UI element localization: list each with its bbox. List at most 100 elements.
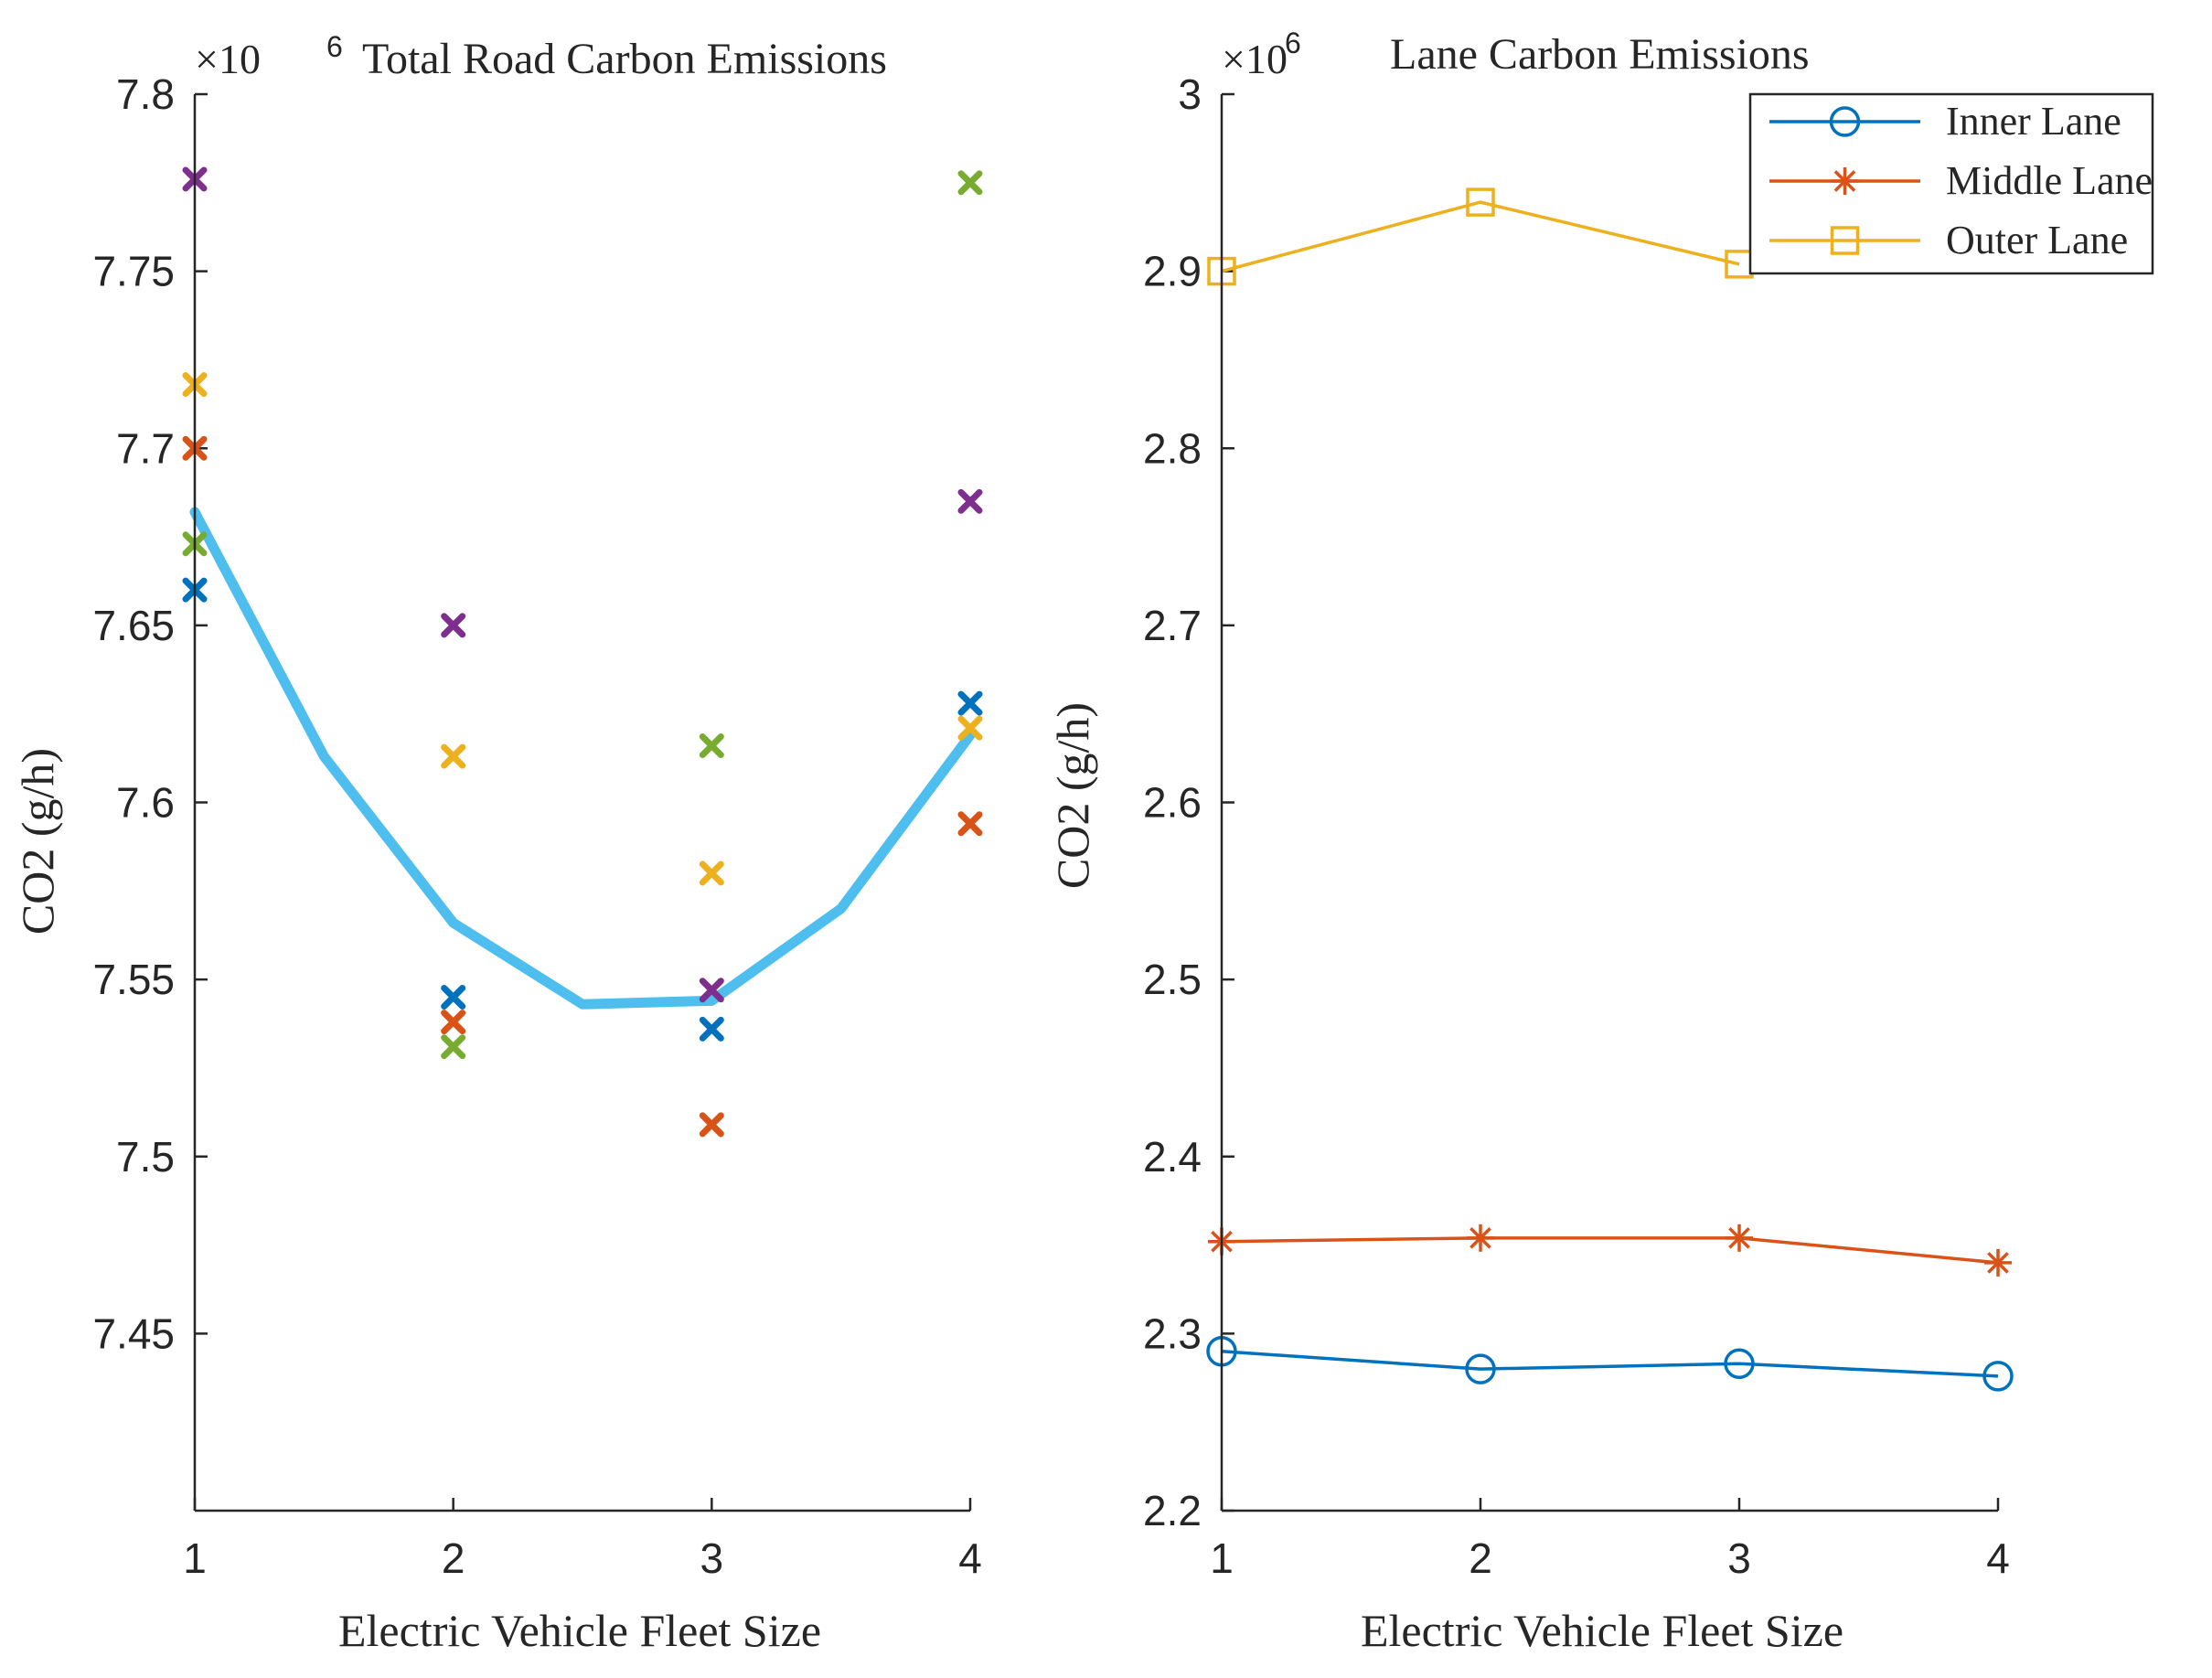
scatter-point-stroke [957,170,983,196]
left-y-tick-label: 7.7 [116,424,175,472]
right-y-tick-label: 2.9 [1143,248,1202,295]
legend-label: Inner Lane [1946,99,2121,144]
series-line-square [1221,200,1740,273]
star-marker-stroke [1987,1252,2009,1274]
scatter-point-stroke [699,1112,724,1138]
scatter-point-run-1 [441,984,466,1010]
scatter-point-stroke [441,984,466,1010]
left-y-tick-label: 7.6 [116,779,175,827]
scatter-point-stroke [441,1034,466,1060]
scatter-point-run-3 [699,860,724,886]
scatter-point-stroke [957,715,983,741]
right-axis-ticks: 1 2 3 4 2.2 2.3 2.4 2.5 2.6 2.7 2.8 2.9 3 [1143,70,2010,1582]
scatter-point-stroke [441,1010,466,1035]
left-x-axis-label: Electric Vehicle Fleet Size [338,1605,821,1656]
right-y-tick-label: 2.2 [1143,1487,1202,1534]
square-marker [1830,226,1860,255]
series-line-circle [1221,1349,1999,1378]
total-emissions-panel: Total Road Carbon Emissions ×10 6 Electr… [12,30,983,1656]
scatter-point-run-5 [957,170,983,196]
left-y-tick-label: 7.5 [116,1133,175,1181]
scatter-point-run-1 [957,690,983,716]
left-x-tick-label: 1 [183,1534,207,1582]
scatter-point-run-4 [699,978,724,1003]
square-marker [1466,187,1495,217]
series-point-circle [1982,1361,2014,1392]
scatter-point-stroke [957,811,983,837]
scatter-point-run-1 [699,1016,724,1042]
left-chart-title: Total Road Carbon Emissions [362,35,887,83]
circle-marker [1829,106,1861,137]
series-line-star [1221,1236,1999,1265]
legend: Inner Lane Middle Lane Outer Lane [1748,92,2154,275]
scatter-point-run-2 [441,1010,466,1035]
legend-item-square: Outer Lane [1769,218,2128,262]
scatter-point-run-5 [441,1034,466,1060]
legend-item-star: Middle Lane [1769,158,2153,203]
legend-label: Outer Lane [1946,218,2128,262]
series-point-square [1466,187,1495,217]
left-y-tick-label: 7.65 [92,602,175,649]
right-axes [1220,94,1998,1512]
right-y-tick-label: 2.3 [1143,1309,1202,1357]
star-marker-stroke [1728,1226,1750,1249]
series-point-circle [1465,1353,1496,1384]
left-y-axis-label: CO2 (g/h) [12,748,63,935]
right-y-tick-label: 2.8 [1143,424,1202,472]
series-point-star [1726,1224,1753,1252]
scatter-point-run-3 [441,743,466,769]
lane-emissions-panel: Lane Carbon Emissions ×10 6 Electric Veh… [1047,27,2154,1656]
left-x-tick-label: 2 [442,1534,465,1582]
right-x-tick-label: 4 [1986,1534,2010,1582]
legend-label: Middle Lane [1946,158,2153,203]
left-axes [193,94,970,1512]
right-y-tick-label: 2.7 [1143,602,1202,649]
left-scatter-marks [182,166,983,1138]
star-marker-stroke [1833,170,1856,192]
scatter-point-run-4 [957,488,983,514]
legend-item-circle: Inner Lane [1769,99,2121,144]
right-chart-title: Lane Carbon Emissions [1390,30,1810,79]
scatter-point-stroke [441,743,466,769]
legend-box [1748,92,2154,275]
legend-marker [1829,106,1861,137]
right-x-tick-label: 3 [1727,1534,1751,1582]
scatter-point-stroke [957,488,983,514]
scatter-point-stroke [699,733,724,759]
circle-marker [1724,1348,1755,1380]
right-y-tick-label: 2.6 [1143,779,1202,827]
left-y-tick-label: 7.45 [92,1309,175,1357]
left-y-tick-label: 7.75 [92,248,175,295]
right-exponent-power: 6 [1285,27,1301,59]
scatter-point-run-3 [957,715,983,741]
left-y-tick-label: 7.8 [116,70,175,118]
right-x-tick-label: 1 [1210,1534,1234,1582]
right-y-tick-label: 2.5 [1143,956,1202,1003]
right-series-lines [1206,187,2014,1392]
scatter-point-run-2 [699,1112,724,1138]
legend-marker [1830,226,1860,255]
circle-marker [1465,1353,1496,1384]
scatter-point-run-5 [699,733,724,759]
right-y-tick-label: 2.4 [1143,1133,1202,1181]
series-point-circle [1724,1348,1755,1380]
scatter-point-stroke [699,1016,724,1042]
scatter-point-stroke [441,613,466,638]
scatter-point-stroke [699,860,724,886]
series-point-star [1984,1248,2012,1277]
star-marker-stroke [1469,1226,1491,1249]
right-exponent-base: ×10 [1222,36,1288,82]
right-y-tick-label: 3 [1178,70,1202,118]
right-x-tick-label: 2 [1469,1534,1492,1582]
scatter-point-stroke [957,690,983,716]
right-x-axis-label: Electric Vehicle Fleet Size [1361,1605,1843,1656]
left-exponent-power: 6 [326,30,343,63]
scatter-point-stroke [699,978,724,1003]
fit-line [189,507,976,1010]
right-exponent-label: ×10 6 [1222,27,1301,82]
left-fit-line-group [189,507,976,1010]
scatter-point-run-4 [441,613,466,638]
scatter-point-run-2 [957,811,983,837]
left-x-tick-label: 4 [958,1534,982,1582]
